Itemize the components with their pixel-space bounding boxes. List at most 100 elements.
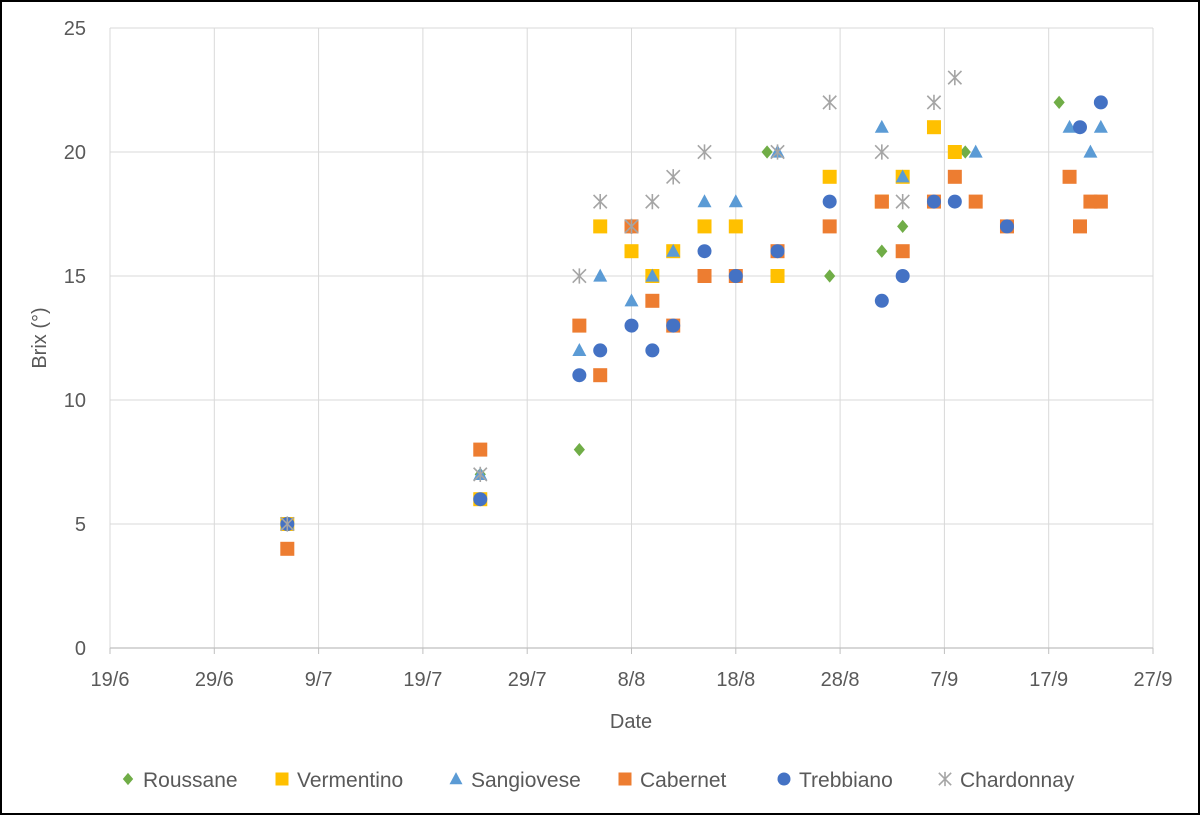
legend-marker-vermentino [275,772,289,786]
x-tick-label: 19/6 [91,669,130,691]
data-point [895,193,910,210]
data-point [874,194,889,209]
data-point [895,169,910,183]
data-point [728,219,743,234]
data-point [824,269,836,283]
data-point [280,541,295,556]
data-point [897,219,909,234]
data-point [624,218,639,235]
data-point [473,466,488,483]
data-point [876,244,888,258]
data-points [280,69,1108,556]
series-cabernet [280,169,1108,556]
legend-marker-trebbiano [777,772,791,786]
data-point [645,293,660,308]
data-point [645,268,660,282]
data-point [645,193,660,210]
data-point [728,194,743,208]
legend-marker-roussane [122,772,134,786]
data-point [666,169,681,185]
y-tick-label: 25 [64,18,86,40]
data-point [473,492,488,507]
data-point [624,293,639,307]
x-tick-label: 7/9 [930,669,958,691]
data-point [761,145,773,159]
data-point [1093,95,1108,110]
data-point [822,169,837,184]
data-point [624,318,639,333]
data-point [926,194,941,209]
data-point [947,69,963,86]
data-point [1072,219,1087,234]
data-point [572,343,587,356]
data-point [593,368,608,383]
data-point [666,318,681,333]
data-point [895,244,910,259]
gridlines [109,27,1154,648]
data-point [947,194,962,209]
legend-label-chardonnay: Chardonnay [960,769,1075,792]
data-point [874,144,890,160]
data-point [1083,144,1098,158]
legend-marker-sangiovese [449,772,463,785]
series-trebbiano [280,95,1108,531]
x-tick-label: 28/8 [821,669,860,691]
data-point [926,94,942,111]
data-point [822,194,837,209]
data-point [1062,119,1077,133]
data-point [697,219,712,234]
data-point [728,269,743,283]
data-point [770,144,785,160]
data-point [770,269,785,283]
series-sangiovese [280,119,1108,530]
data-point [1093,194,1108,209]
data-point [645,343,660,358]
data-point [1072,120,1087,135]
data-point [573,442,585,457]
data-point [697,244,712,259]
data-point [593,219,608,234]
data-point [572,368,587,383]
data-point [572,318,587,333]
data-point [593,343,608,358]
data-point [473,442,488,457]
data-point [666,243,681,257]
data-point [968,194,983,209]
data-point [770,244,785,259]
x-axis-title: Date [610,711,652,733]
data-point [947,169,962,184]
x-tick-label: 18/8 [716,669,755,691]
data-point [592,193,608,210]
y-tick-label: 5 [75,514,86,536]
legend-marker-cabernet [618,772,632,786]
legend-label-sangiovese: Sangiovese [471,769,581,792]
y-tick-label: 15 [64,266,86,288]
x-tick-label: 8/8 [618,669,646,691]
x-tick-label: 29/6 [195,669,234,691]
data-point [280,516,295,532]
legend-label-vermentino: Vermentino [297,769,403,792]
data-point [624,244,639,259]
data-point [697,144,712,160]
data-point [947,145,962,159]
axes [109,647,1154,654]
series-chardonnay [280,69,963,532]
data-point [822,219,837,234]
data-point [697,194,712,208]
tick-labels: 0 5 10 15 20 25 19/6 29/6 9/7 19/7 29/7 8/8 18/8 28/8… [64,18,1173,691]
data-point [593,268,608,282]
x-tick-label: 19/7 [403,669,442,691]
legend-marker-chardonnay [938,771,952,787]
data-point [1053,95,1065,110]
legend-label-cabernet: Cabernet [640,769,727,792]
data-point [697,269,712,283]
y-tick-label: 0 [75,638,86,660]
data-point [968,144,983,158]
data-point [1093,119,1108,133]
x-tick-label: 29/7 [508,669,547,691]
data-point [926,120,941,135]
legend-label-roussane: Roussane [143,769,238,792]
y-tick-label: 20 [64,142,86,164]
data-point [1062,169,1077,184]
